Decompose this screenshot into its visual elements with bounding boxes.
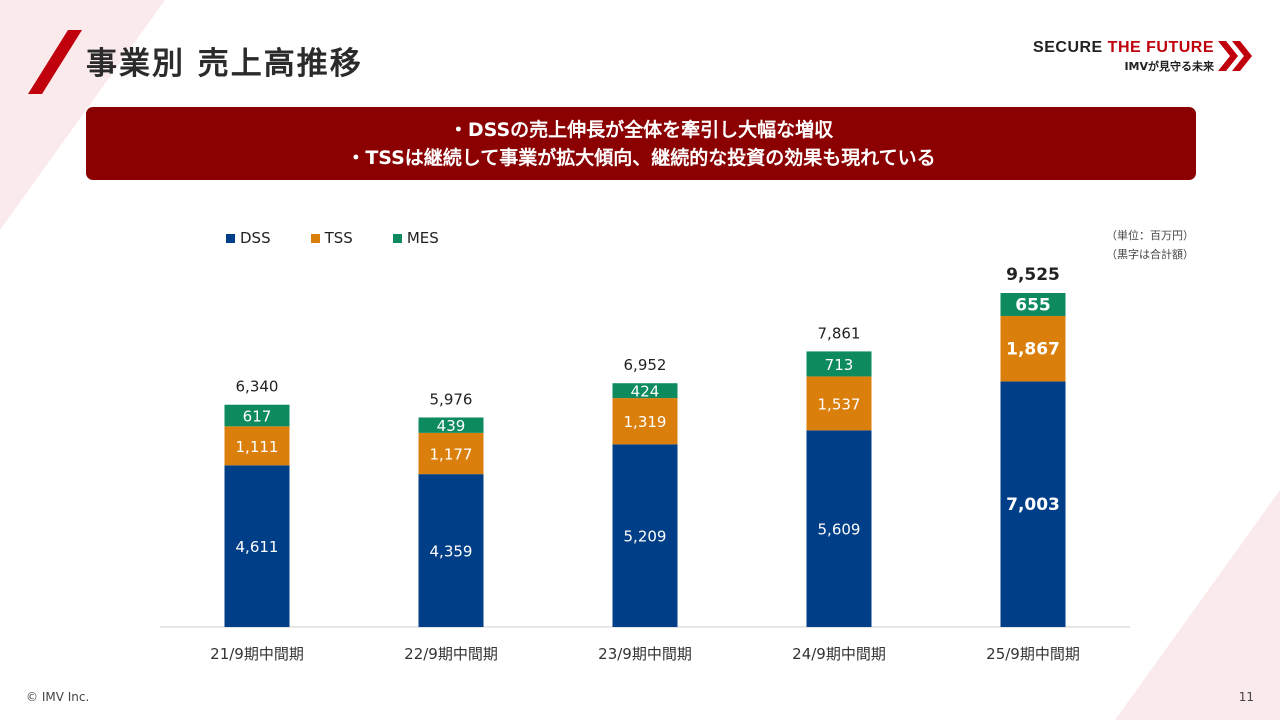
total-label-2: 5,976	[430, 390, 473, 408]
bar-mes-4	[806, 351, 872, 377]
value-label-dss-5: 7,003	[1006, 495, 1060, 515]
bar-tss-3	[612, 398, 678, 445]
bar-mes-2	[418, 417, 484, 433]
brand-subtitle: IMVが見守る未来	[1124, 60, 1214, 73]
bar-mes-5	[1000, 293, 1066, 316]
total-label-5: 9,525	[1006, 265, 1060, 285]
legend-item-mes: MES	[392, 229, 439, 247]
value-label-tss-1: 1,111	[236, 438, 279, 456]
bar-mes-3	[612, 383, 678, 399]
value-label-tss-3: 1,319	[624, 413, 667, 431]
unit-label: （単位：百万円）	[1106, 229, 1194, 242]
bar-dss-3	[612, 444, 678, 627]
banner-line-1: ・DSSの売上伸長が全体を牽引し大幅な増収	[448, 119, 834, 141]
brand-logo: SECURE THE FUTURE IMVが見守る未来	[1033, 39, 1254, 74]
bar-tss-5	[1000, 315, 1066, 382]
bar-dss-1	[224, 465, 290, 627]
legend-swatch-tss	[310, 233, 320, 243]
bar-dss-5	[1000, 381, 1066, 627]
category-label-3: 23/9期中間期	[598, 645, 692, 663]
bar-dss-2	[418, 474, 484, 627]
bar-dss-4	[806, 430, 872, 627]
category-label-5: 25/9期中間期	[986, 645, 1080, 663]
background-corner-bottom-right	[1115, 490, 1280, 720]
legend-swatch-mes	[392, 233, 402, 243]
summary-banner: ・DSSの売上伸長が全体を牽引し大幅な増収 ・TSSは継続して事業が拡大傾向、継…	[86, 107, 1196, 180]
legend-label-tss: TSS	[324, 229, 353, 247]
value-label-dss-1: 4,611	[236, 538, 279, 556]
total-label-4: 7,861	[818, 324, 861, 342]
legend-item-dss: DSS	[226, 229, 271, 247]
banner-line-2: ・TSSは継続して事業が拡大傾向、継続的な投資の効果も現れている	[346, 147, 936, 169]
legend-label-dss: DSS	[240, 229, 271, 247]
value-label-dss-4: 5,609	[818, 521, 861, 539]
bar-mes-1	[224, 404, 290, 427]
page-number: 11	[1238, 690, 1254, 704]
total-label-3: 6,952	[624, 356, 667, 374]
value-label-mes-3: 424	[631, 383, 660, 401]
value-label-tss-2: 1,177	[430, 446, 473, 464]
bar-tss-4	[806, 376, 872, 431]
value-label-dss-2: 4,359	[430, 543, 473, 561]
value-label-mes-5: 655	[1015, 295, 1051, 315]
category-label-1: 21/9期中間期	[210, 645, 304, 663]
brand-accent: THE FUTURE	[1107, 39, 1214, 56]
legend-label-mes: MES	[406, 229, 439, 247]
chart-legend: DSS TSS MES	[226, 229, 479, 247]
value-label-tss-5: 1,867	[1006, 340, 1060, 360]
value-label-mes-4: 713	[825, 356, 854, 374]
bar-tss-2	[418, 432, 484, 475]
brand-prefix: SECURE	[1033, 39, 1108, 56]
double-chevron-icon	[1218, 41, 1252, 71]
value-label-tss-4: 1,537	[818, 395, 861, 413]
bar-tss-1	[224, 426, 290, 466]
category-label-4: 24/9期中間期	[792, 645, 886, 663]
legend-swatch-dss	[226, 233, 235, 243]
value-label-mes-2: 439	[437, 417, 466, 435]
total-note: （黒字は合計額）	[1106, 248, 1194, 261]
value-label-dss-3: 5,209	[624, 528, 667, 546]
category-label-2: 22/9期中間期	[404, 645, 498, 663]
total-label-1: 6,340	[236, 378, 279, 396]
value-label-mes-1: 617	[243, 408, 272, 426]
page-title: 事業別 売上高推移	[86, 46, 363, 82]
footer-copyright: © IMV Inc.	[26, 690, 90, 704]
legend-item-tss: TSS	[310, 229, 353, 247]
unit-note: （単位：百万円） （黒字は合計額）	[1106, 226, 1194, 264]
